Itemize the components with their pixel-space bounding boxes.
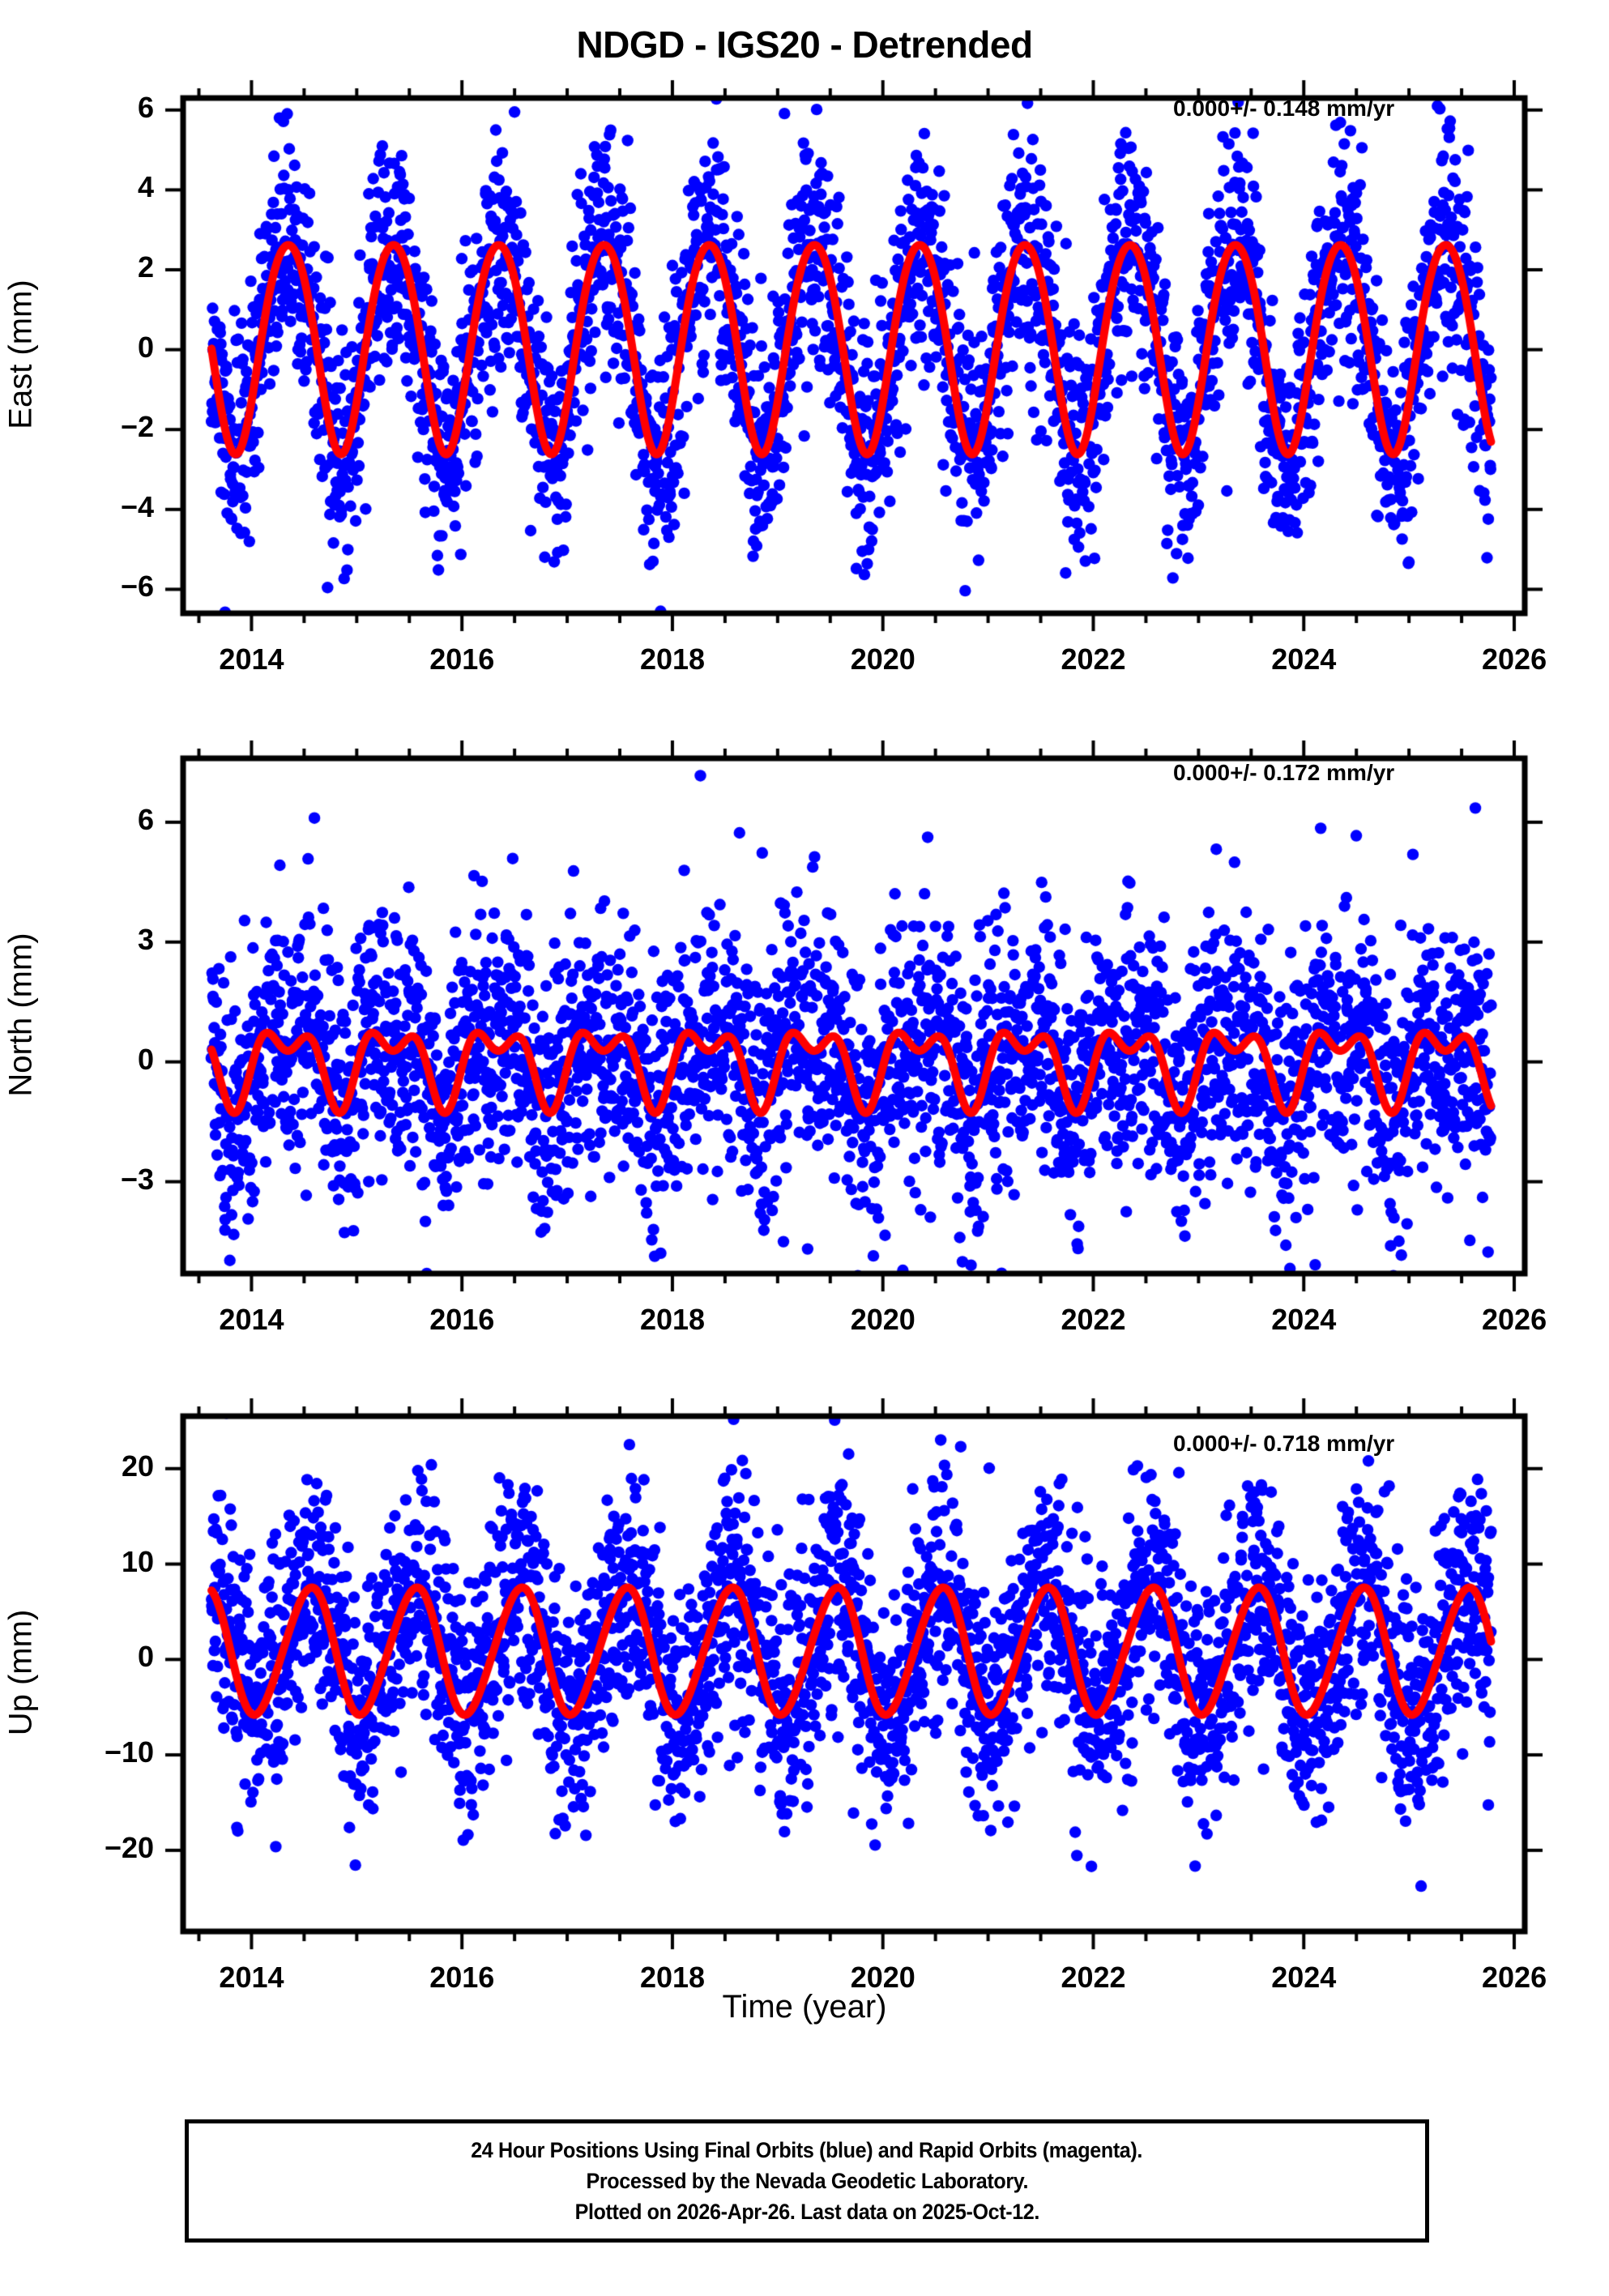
axis-tick-label: 2022 (1061, 1303, 1126, 1336)
axis-tick-label: 0 (138, 1042, 155, 1076)
axis-tick-label: 0 (138, 330, 155, 364)
axis-tick-label: 2016 (429, 1961, 495, 1994)
axis-tick-label: 2014 (219, 1961, 284, 1994)
axis-tick-label: 20 (122, 1449, 155, 1483)
axis-tick-label: 2018 (639, 642, 706, 676)
axis-tick-label: −4 (121, 489, 155, 523)
east-axis-label: East (mm) (2, 280, 39, 429)
axis-tick-label: 2022 (1061, 1961, 1126, 1994)
axis-tick-label: 2014 (219, 1303, 284, 1336)
axis-tick-label: 0 (138, 1640, 155, 1674)
axis-tick-label: 2024 (1271, 1303, 1337, 1336)
axis-tick-label: 2024 (1271, 1961, 1337, 1994)
axis-tick-label: 4 (138, 170, 155, 204)
axis-tick-label: 2 (138, 250, 155, 284)
caption-line-3: Plotted on 2026-Apr-26. Last data on 202… (574, 2200, 1039, 2225)
caption-line-1: 24 Hour Positions Using Final Orbits (bl… (471, 2137, 1143, 2162)
axis-tick-label: 2018 (639, 1303, 706, 1336)
axis-tick-label: −2 (121, 410, 155, 444)
axis-tick-label: 2020 (850, 642, 915, 676)
axis-tick-label: 2020 (850, 1961, 915, 1994)
axis-tick-label: 2016 (429, 1303, 495, 1336)
caption-box: 24 Hour Positions Using Final Orbits (bl… (185, 2119, 1429, 2243)
x-axis-label: Time (year) (722, 1989, 887, 2025)
axis-tick-label: 2014 (219, 642, 284, 676)
axis-tick-label: 2020 (850, 1303, 915, 1336)
axis-tick-label: 10 (122, 1544, 155, 1578)
caption-line-2: Processed by the Nevada Geodetic Laborat… (586, 2168, 1028, 2193)
up-axis-label: Up (mm) (2, 1609, 39, 1736)
axis-tick-label: 3 (138, 922, 155, 956)
page-title: NDGD - IGS20 - Detrended (576, 23, 1033, 66)
east-rate-annotation: 0.000+/- 0.148 mm/yr (1173, 96, 1395, 121)
axis-tick-label: −20 (105, 1830, 155, 1864)
axis-tick-label: −10 (105, 1735, 155, 1769)
axis-tick-label: 2024 (1271, 642, 1337, 676)
up-rate-annotation: 0.000+/- 0.718 mm/yr (1173, 1431, 1395, 1456)
north-axis-label: North (mm) (2, 932, 39, 1097)
axis-tick-label: 2026 (1482, 642, 1547, 676)
axis-tick-label: −3 (121, 1162, 155, 1196)
axis-tick-label: 6 (138, 90, 155, 124)
axis-tick-label: 6 (138, 802, 155, 836)
axis-tick-label: 2018 (639, 1961, 706, 1994)
axis-tick-label: 2016 (429, 642, 495, 676)
axis-tick-label: −6 (121, 570, 155, 604)
axis-tick-label: 2026 (1482, 1303, 1547, 1336)
axis-tick-label: 2022 (1061, 642, 1126, 676)
axis-tick-label: 2026 (1482, 1961, 1547, 1994)
north-rate-annotation: 0.000+/- 0.172 mm/yr (1173, 760, 1395, 785)
